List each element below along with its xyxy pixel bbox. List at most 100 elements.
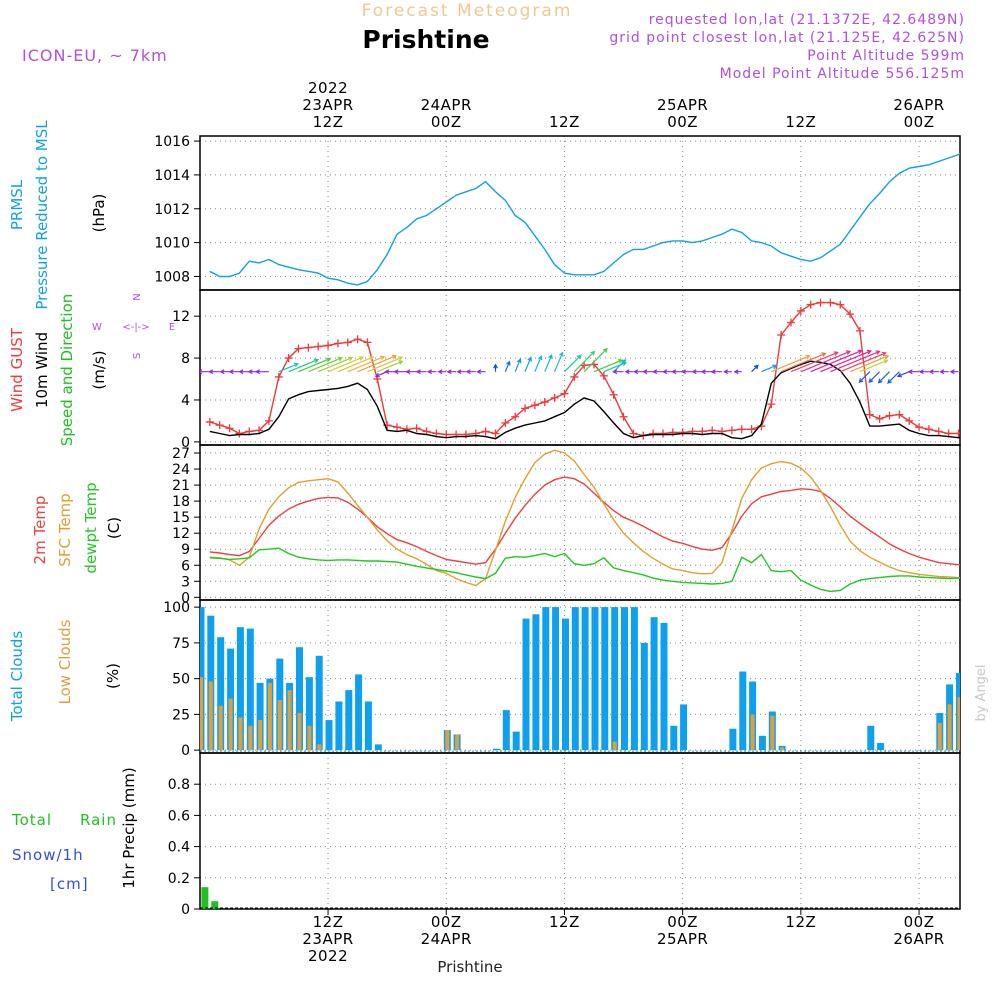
wind-direction-arrow	[200, 369, 210, 375]
clouds-label-total: Total Clouds	[8, 631, 26, 723]
wind-gust-marker	[629, 429, 638, 438]
total-cloud-bar	[522, 618, 530, 751]
wind-gust-marker	[264, 416, 273, 425]
meteogram-subtitle: Forecast Meteogram	[362, 1, 573, 21]
wind-direction-arrow	[446, 369, 457, 375]
total-cloud-bar	[650, 617, 658, 751]
wind-direction-arrow	[465, 369, 476, 375]
pressure-line-prmsl	[209, 152, 960, 286]
total-cloud-bar	[256, 682, 264, 751]
total-cloud-bar	[562, 618, 569, 751]
temperature-ytick-label: 6	[181, 558, 190, 574]
wind-arrows-group	[200, 347, 960, 384]
wind-direction-arrow	[228, 369, 240, 375]
wind-direction-arrow	[820, 349, 872, 373]
wind-gust-marker	[974, 427, 982, 435]
temperature-ytick-label: 15	[172, 510, 190, 526]
wind-direction-arrow	[849, 354, 890, 373]
wind-gust-marker	[796, 306, 805, 315]
precipitation-ytick-label: 0.2	[168, 871, 190, 887]
rain-bar	[201, 887, 209, 909]
clouds-label-unit: (%)	[104, 663, 122, 689]
low-cloud-bar	[228, 698, 233, 751]
total-cloud-bar	[315, 655, 323, 751]
wind-direction-arrow	[524, 356, 532, 372]
low-cloud-bar	[248, 725, 253, 751]
wind-direction-arrow	[771, 354, 811, 373]
temperature-ytick-label: 18	[172, 494, 190, 510]
temp-label-unit: (C)	[105, 517, 123, 539]
clouds-ytick-label: 25	[172, 707, 190, 723]
temperature-line-sfc-temp	[209, 449, 960, 587]
wind-frame	[199, 289, 961, 446]
wind-direction-arrow	[337, 356, 375, 373]
wind-gust-marker	[826, 298, 835, 307]
total-cloud-bar	[296, 647, 303, 751]
wind-direction-arrow	[633, 369, 644, 375]
precip-label-rain: Rain	[80, 811, 117, 829]
wind-gust-marker	[855, 326, 864, 335]
total-cloud-bar	[877, 743, 885, 751]
wind-direction-arrow	[751, 364, 759, 373]
wind-gust-marker	[491, 429, 500, 438]
total-cloud-bar	[335, 701, 343, 751]
wind-direction-arrow	[858, 371, 871, 383]
pressure-label-unit: (hPa)	[90, 194, 108, 233]
time-label-bottom: 24APR	[421, 930, 472, 948]
wind-gust-marker	[363, 338, 372, 347]
precip-label-cm: [cm]	[50, 875, 89, 893]
pressure-ytick-label: 1012	[154, 202, 190, 218]
wind-gust-marker	[737, 425, 746, 434]
wind-gust-marker	[540, 398, 549, 407]
wind-direction-arrow	[377, 360, 404, 373]
wind-direction-arrow	[887, 371, 900, 384]
total-cloud-bar	[571, 607, 579, 751]
low-cloud-bar	[317, 744, 322, 751]
compass-rose: N W E S <-|->	[92, 293, 175, 359]
low-cloud-bar	[780, 747, 785, 751]
wind-direction-arrow	[691, 369, 703, 375]
wind-gust-marker	[205, 417, 214, 426]
pressure-panel: 1008 1010 1012 1014 1016	[154, 134, 961, 291]
total-cloud-bar	[552, 607, 560, 751]
wind-gust-marker	[501, 419, 510, 428]
wind-gust-marker	[274, 372, 283, 381]
precipitation-ytick-label: 0.4	[168, 840, 190, 856]
wind-gust-marker	[787, 318, 795, 327]
wind-gust-marker	[294, 344, 303, 353]
wind-direction-arrow	[554, 351, 564, 372]
wind-direction-arrow	[918, 369, 929, 375]
credit-text: by Angel	[974, 664, 989, 721]
total-cloud-bar	[364, 701, 372, 751]
pressure-ytick-label: 1008	[154, 269, 190, 285]
wind-gust-marker	[284, 354, 293, 363]
wind-gust-marker	[836, 300, 845, 309]
total-cloud-bar	[867, 725, 875, 751]
low-cloud-bar	[967, 702, 971, 751]
model-altitude: Model Point Altitude 556.125m	[720, 66, 965, 82]
low-cloud-bar	[208, 681, 213, 751]
wind-direction-arrow	[347, 355, 386, 373]
wind-gust-marker	[619, 412, 628, 421]
compass-east: E	[169, 322, 175, 333]
precip-label-total: Total	[11, 811, 52, 829]
wind-direction-arrow	[254, 369, 269, 375]
temperature-line-2m-temp	[209, 476, 960, 566]
pressure-series-group	[209, 152, 960, 286]
time-label-top: 00Z	[904, 113, 935, 131]
total-cloud-bar	[532, 614, 540, 751]
wind-gust-marker	[846, 310, 855, 319]
low-cloud-bar	[445, 730, 450, 751]
wind-gust-marker	[816, 298, 825, 307]
pressure-ytick-label: 1014	[154, 168, 190, 184]
wind-direction-arrow	[624, 369, 634, 375]
total-cloud-bar	[670, 725, 678, 751]
wind-direction-arrow	[476, 369, 486, 375]
temp-label-2m: 2m Temp	[31, 496, 49, 565]
wind-direction-arrow	[593, 359, 624, 373]
wind-gust-marker	[511, 412, 520, 421]
wind-gust-marker	[915, 423, 924, 432]
low-cloud-bar	[750, 714, 755, 751]
wind-gust-marker	[353, 335, 362, 344]
